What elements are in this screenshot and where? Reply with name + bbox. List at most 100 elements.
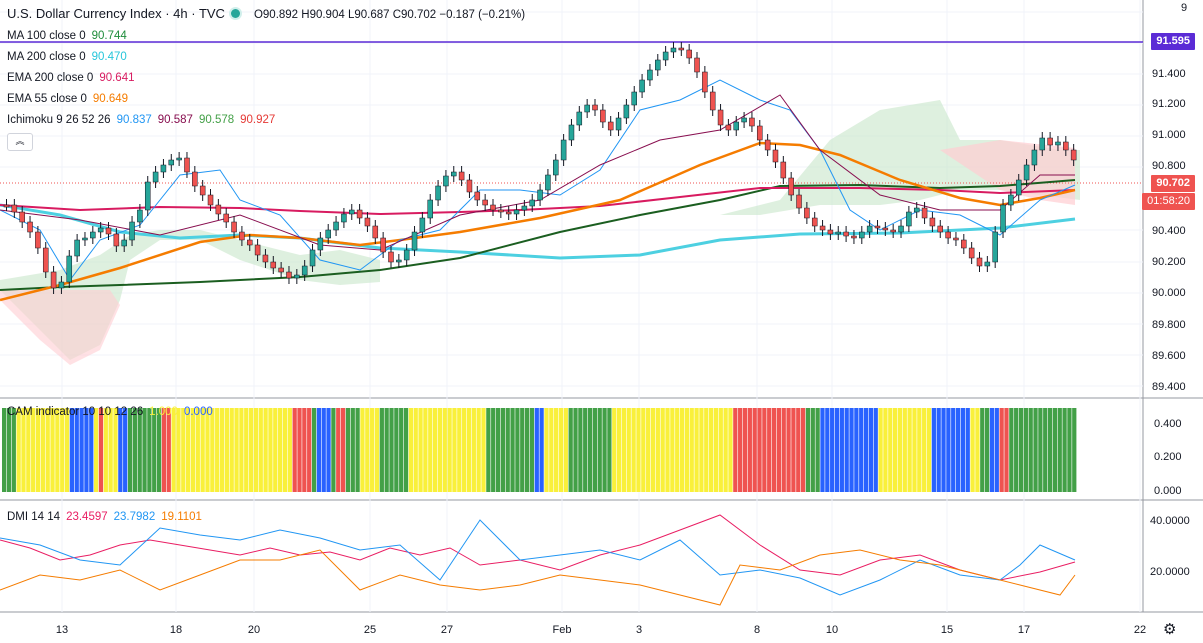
- cam-bar: [495, 408, 501, 492]
- legend-ma100[interactable]: MA 100 close 0 90.744: [7, 29, 133, 43]
- cam-bar: [975, 408, 980, 492]
- cam-bar: [544, 408, 549, 492]
- cam-bar: [955, 408, 961, 492]
- cam-bar: [941, 408, 946, 492]
- price-axis-label: 89.400: [1152, 381, 1186, 393]
- cam-axis-label: 0.400: [1154, 418, 1182, 430]
- cam-bar: [621, 408, 627, 492]
- cam-bar: [897, 408, 903, 492]
- cam-bar: [757, 408, 762, 492]
- candle-body: [246, 239, 253, 246]
- legend-ma100-value: 90.744: [91, 30, 127, 42]
- cam-bar: [704, 408, 709, 492]
- settings-gear-icon[interactable]: ⚙: [1163, 621, 1177, 638]
- legend-dmi[interactable]: DMI 14 14 23.4597 23.7982 19.1101: [7, 510, 208, 524]
- candle-body: [90, 231, 96, 239]
- legend-cam[interactable]: CAM indicator 10 10 12 26 1.000 0.000: [7, 405, 219, 419]
- cam-bar: [374, 408, 380, 492]
- legend-ema200-value: 90.641: [99, 72, 135, 84]
- cam-bar: [89, 408, 94, 492]
- cam-bar: [331, 408, 336, 492]
- cam-bar: [922, 408, 927, 492]
- ichimoku-cloud-red: [0, 290, 120, 365]
- cam-bar: [505, 408, 510, 492]
- candle-body: [262, 254, 269, 263]
- symbol-header: U.S. Dollar Currency Index · 4h · TVC O90…: [7, 6, 525, 21]
- cam-bar: [447, 408, 452, 492]
- candle-body: [772, 149, 779, 163]
- cam-bar: [520, 408, 525, 492]
- cam-bar: [728, 408, 733, 492]
- cam-bar: [389, 408, 394, 492]
- legend-cam-v1: 1.000: [149, 406, 178, 418]
- cam-bar: [883, 408, 888, 492]
- candle-body: [741, 117, 747, 123]
- legend-ichimoku[interactable]: Ichimoku 9 26 52 26 90.837 90.587 90.578 90.…: [7, 113, 281, 127]
- candle-body: [655, 59, 661, 71]
- legend-ma200[interactable]: MA 200 close 0 90.470: [7, 50, 133, 64]
- legend-ichimoku-name: Ichimoku 9 26 52 26: [7, 114, 111, 126]
- cam-bar: [646, 408, 651, 492]
- candle-body: [97, 227, 104, 233]
- ohlc-values: O90.892 H90.904 L90.687 C90.702 −0.187 (…: [253, 9, 526, 21]
- cam-bar: [423, 408, 428, 492]
- legend-ema200[interactable]: EMA 200 close 0 90.641: [7, 71, 141, 85]
- cam-bar: [1038, 408, 1043, 492]
- cam-bar: [951, 408, 956, 492]
- candle-body: [356, 209, 363, 219]
- candle-body: [615, 117, 622, 131]
- candle-body: [411, 231, 418, 251]
- candle-body: [58, 281, 65, 289]
- cam-bar: [137, 408, 142, 492]
- cam-bar: [190, 408, 196, 492]
- candle-body: [427, 199, 433, 219]
- time-axis-label: 22: [1133, 624, 1147, 636]
- candle-body: [623, 104, 630, 119]
- cam-bar: [50, 408, 55, 492]
- candle-body: [953, 237, 959, 241]
- cam-bar: [11, 408, 16, 492]
- candle-body: [270, 261, 277, 269]
- high-line-tag: 91.595: [1151, 33, 1195, 50]
- cam-bar: [515, 408, 520, 492]
- candle-body: [937, 225, 944, 233]
- cam-bar: [742, 408, 748, 492]
- symbol-title[interactable]: U.S. Dollar Currency Index · 4h · TVC: [7, 6, 225, 21]
- cam-bar: [350, 408, 355, 492]
- cam-bar: [234, 408, 239, 492]
- candle-body: [686, 49, 692, 59]
- cam-bar: [524, 408, 530, 492]
- cam-bar: [810, 408, 815, 492]
- price-axis-label: 89.800: [1152, 319, 1186, 331]
- cam-bar: [64, 408, 70, 492]
- cam-bar: [432, 408, 438, 492]
- candle-body: [851, 235, 857, 239]
- legend-ma200-value: 90.470: [91, 51, 127, 63]
- cam-bar: [534, 408, 539, 492]
- cam-bar: [224, 408, 229, 492]
- legend-ma100-name: MA 100 close 0: [7, 30, 86, 42]
- candle-body: [301, 265, 308, 276]
- candle-body: [560, 139, 567, 161]
- candle-body: [317, 237, 324, 251]
- candle-body: [709, 91, 716, 111]
- cam-bar: [679, 408, 685, 492]
- cam-bar: [45, 408, 50, 492]
- cam-bar: [960, 408, 966, 492]
- cam-bar: [26, 408, 31, 492]
- cam-bar: [917, 408, 922, 492]
- legend-cam-v2: 0.000: [183, 406, 213, 418]
- dmi-axis-label: 40.0000: [1150, 515, 1190, 527]
- cam-bar: [699, 408, 704, 492]
- cam-bar: [437, 408, 443, 492]
- price-axis-label: 89.600: [1152, 350, 1186, 362]
- countdown-tag: 01:58:20: [1142, 193, 1195, 210]
- cam-bar: [660, 408, 665, 492]
- legend-ema55[interactable]: EMA 55 close 0 90.649: [7, 92, 134, 106]
- collapse-legend-button[interactable]: ︽: [7, 133, 33, 151]
- cam-bar: [781, 408, 786, 492]
- cam-bar: [984, 408, 990, 492]
- candle-body: [702, 71, 708, 93]
